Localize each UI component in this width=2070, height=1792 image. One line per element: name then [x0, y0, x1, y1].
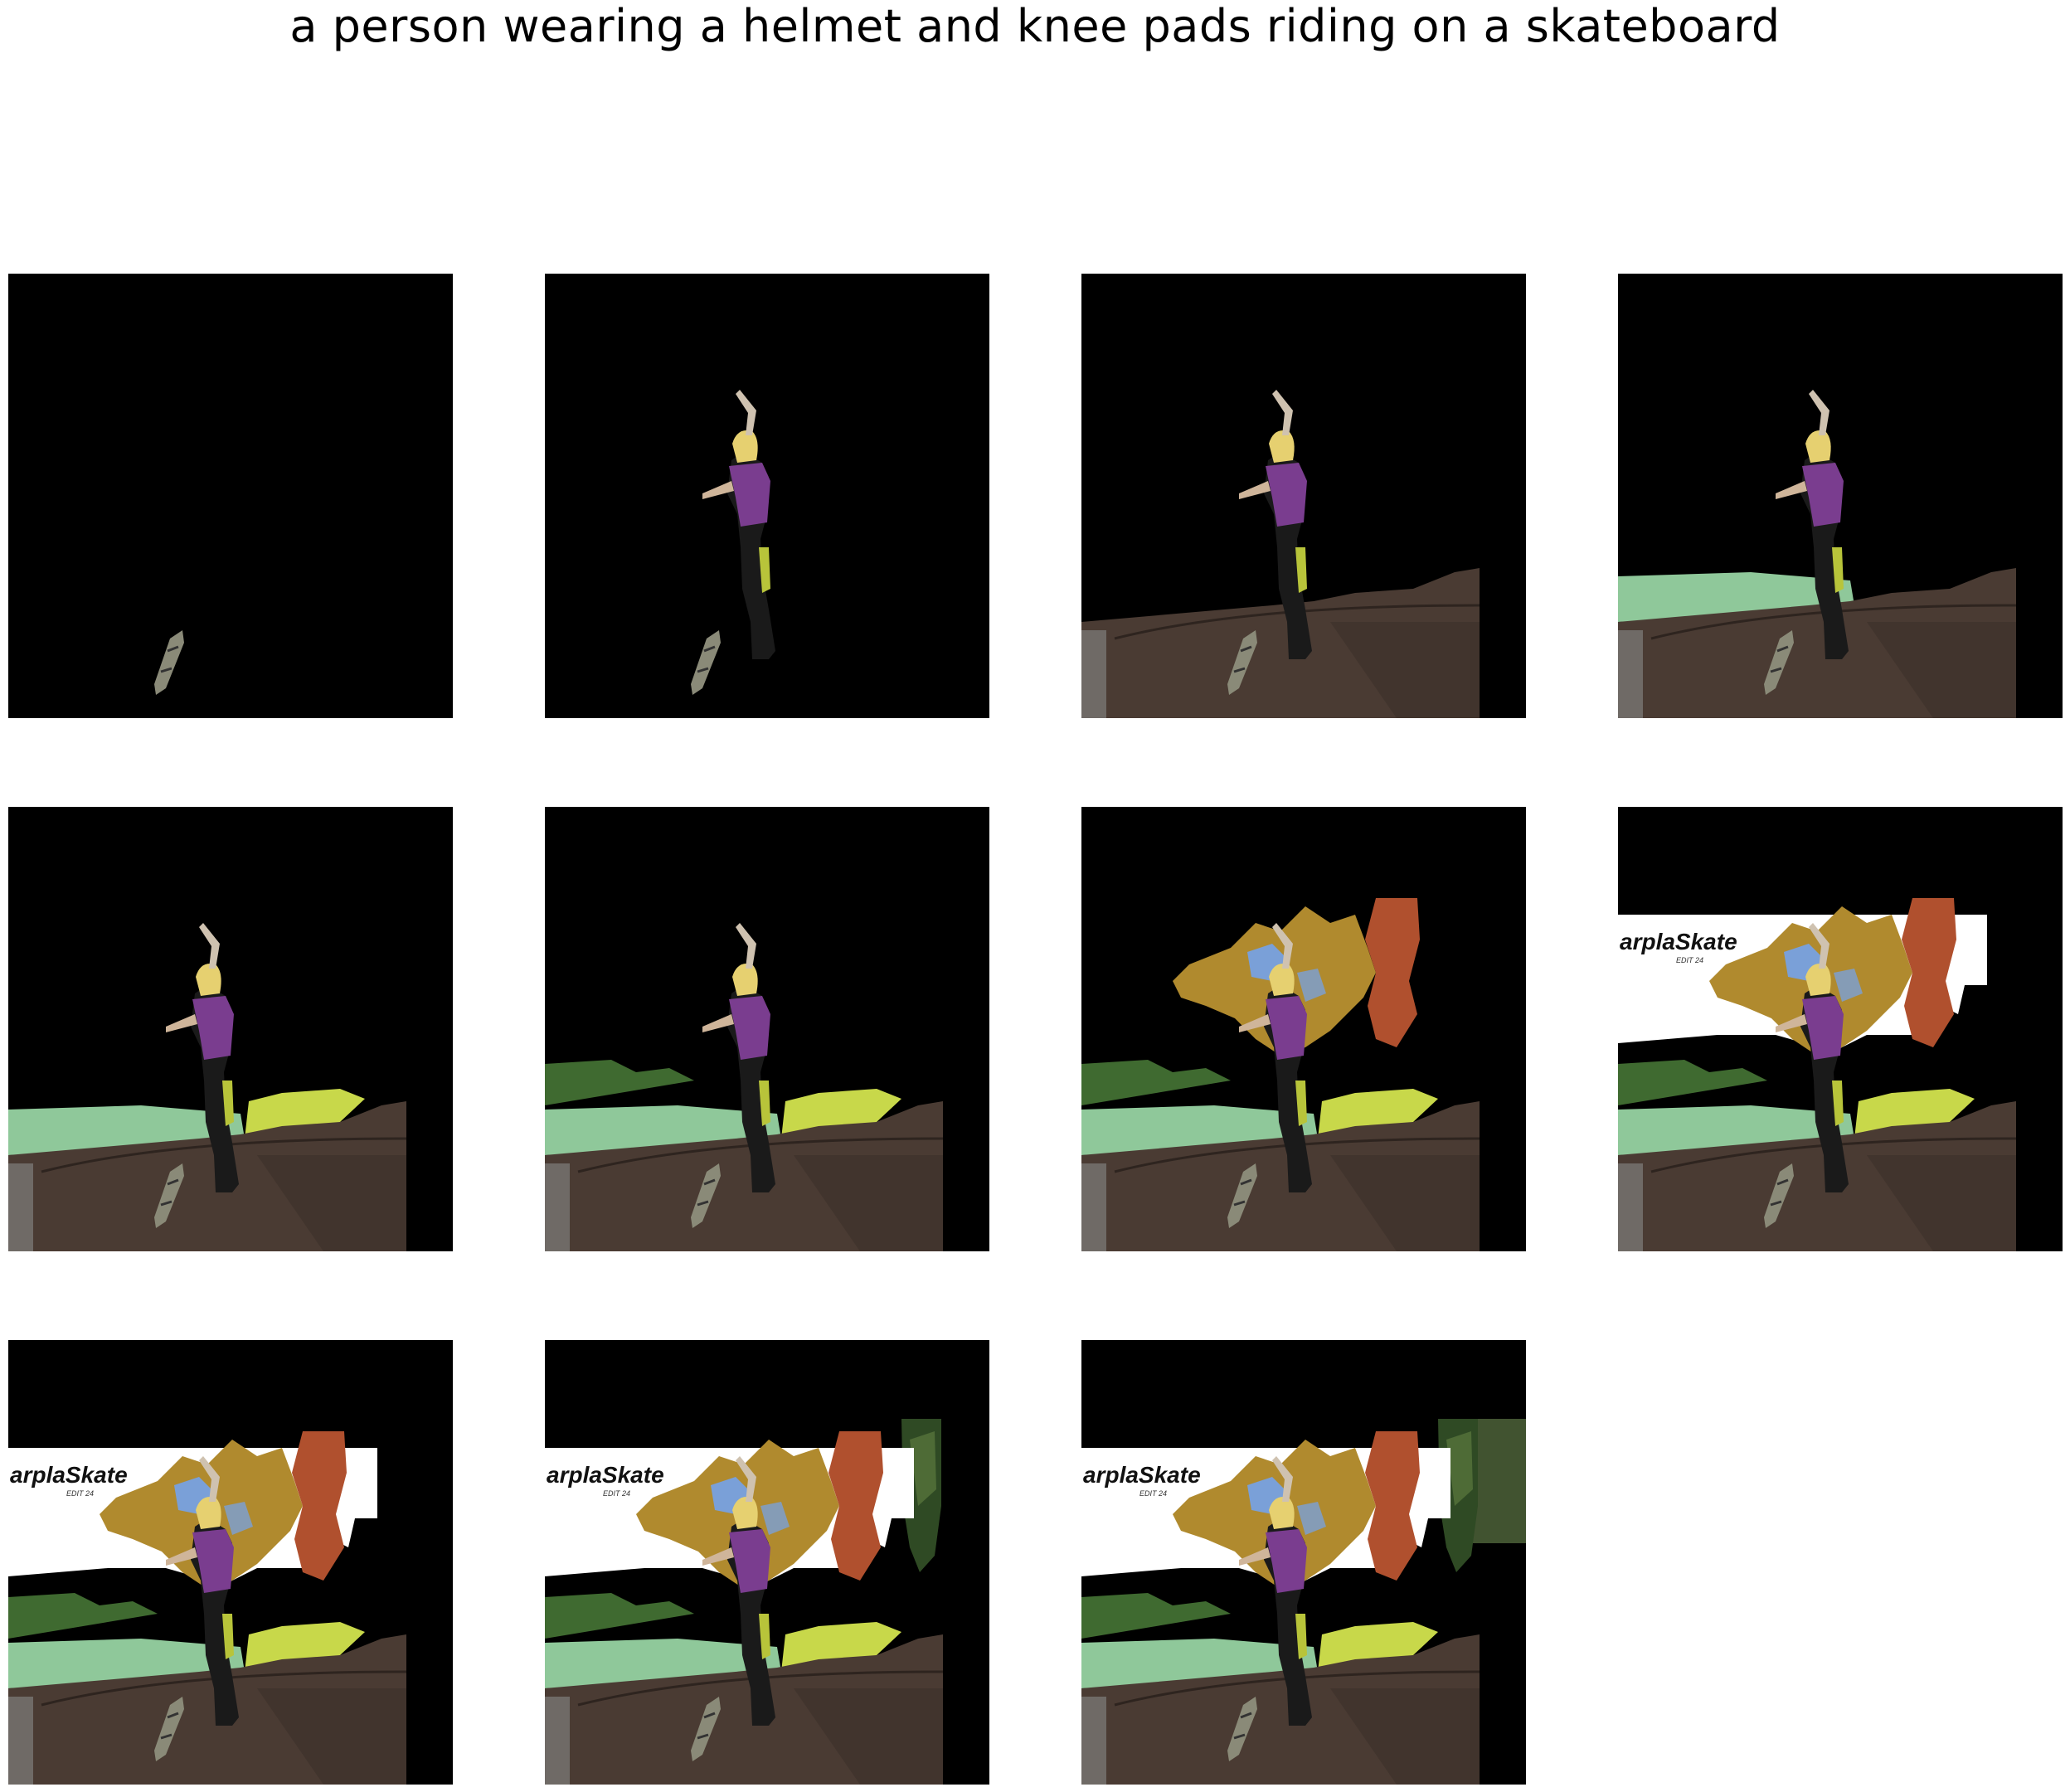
panel-11: arplaSkate EDIT 24	[1081, 1340, 1526, 1785]
segment-ramp	[1618, 568, 2017, 718]
segment-person	[1239, 1456, 1312, 1726]
segment-person	[1239, 923, 1312, 1192]
banner-text: arplaSkate	[1083, 1462, 1201, 1488]
segment-ramp	[1618, 1101, 2017, 1251]
segment-skateboard	[691, 630, 721, 695]
segment-person	[166, 1456, 239, 1726]
segment-skateboard	[154, 1697, 184, 1761]
segment-person	[1776, 923, 1849, 1192]
panel-5	[8, 807, 453, 1251]
segment-person	[702, 390, 775, 659]
segment-ramp	[8, 1101, 407, 1251]
segment-person	[702, 923, 775, 1192]
segment-skateboard	[691, 1697, 721, 1761]
banner-text: arplaSkate	[547, 1462, 664, 1488]
segment-ramp	[545, 1634, 944, 1785]
panel-9: arplaSkate EDIT 24	[8, 1340, 453, 1785]
segment-skateboard	[1764, 1163, 1794, 1228]
segment-skateboard	[154, 1163, 184, 1228]
panel-10: arplaSkate EDIT 24	[545, 1340, 989, 1785]
segment-bushes	[1081, 1060, 1231, 1105]
segment-person	[1239, 390, 1312, 659]
panel-4	[1618, 274, 2063, 718]
segment-ramp	[1081, 1101, 1480, 1251]
banner-subtext: EDIT 24	[66, 1489, 94, 1498]
segment-skateboard	[1227, 1697, 1257, 1761]
segment-skateboard	[1764, 630, 1794, 695]
segment-bushes	[1618, 1060, 1767, 1105]
segment-person	[702, 1456, 775, 1726]
segment-skateboard	[691, 1163, 721, 1228]
segment-bushes	[545, 1593, 694, 1639]
panel-6	[545, 807, 989, 1251]
panel-3	[1081, 274, 1526, 718]
banner-subtext: EDIT 24	[603, 1489, 630, 1498]
banner-subtext: EDIT 24	[1139, 1489, 1167, 1498]
segment-bushes	[1081, 1593, 1231, 1639]
segment-skateboard	[1227, 1163, 1257, 1228]
segment-skateboard	[154, 630, 184, 695]
segment-ramp	[1081, 568, 1480, 718]
segment-skateboard	[1227, 630, 1257, 695]
panel-2	[545, 274, 989, 718]
segment-bushes	[545, 1060, 694, 1105]
segment-person	[1776, 390, 1849, 659]
segment-ramp	[8, 1634, 407, 1785]
panel-8: arplaSkate EDIT 24	[1618, 807, 2063, 1251]
panel-1	[8, 274, 453, 718]
banner-text: arplaSkate	[1620, 929, 1737, 954]
segment-ramp	[1081, 1634, 1480, 1785]
panel-7	[1081, 807, 1526, 1251]
figure-title: a person wearing a helmet and knee pads …	[289, 0, 1781, 52]
banner-subtext: EDIT 24	[1676, 956, 1703, 964]
segment-person	[166, 923, 239, 1192]
banner-text: arplaSkate	[10, 1462, 128, 1488]
segment-ramp	[545, 1101, 944, 1251]
segment-bushes	[8, 1593, 158, 1639]
